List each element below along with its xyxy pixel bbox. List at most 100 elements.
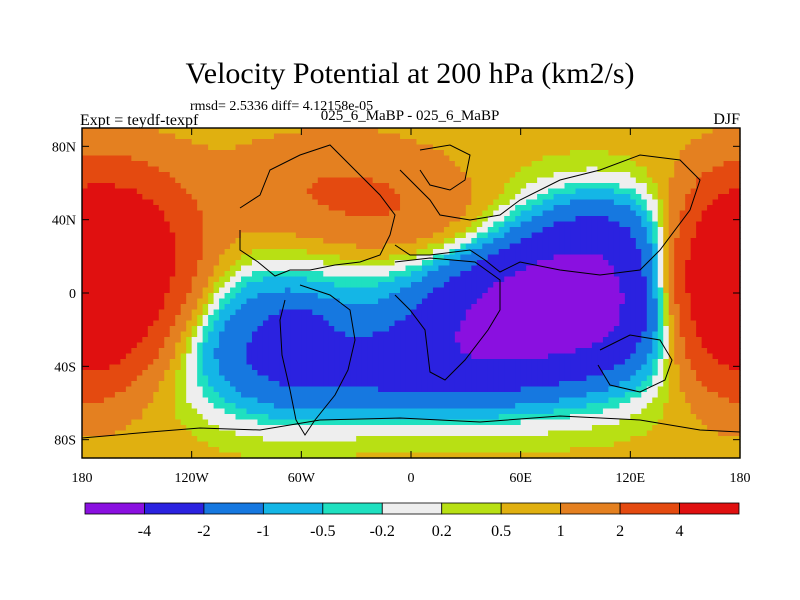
field-cell (690, 172, 697, 179)
field-cell (103, 293, 111, 300)
field-cell (372, 150, 379, 157)
field-cell (180, 144, 187, 151)
field-cell (657, 238, 664, 245)
field-cell (334, 166, 341, 173)
field-cell (663, 249, 670, 256)
field-cell (548, 150, 555, 157)
field-cell (394, 221, 401, 228)
field-cell (570, 298, 577, 305)
field-cell (120, 183, 127, 190)
field-cell (295, 331, 302, 338)
field-cell (180, 337, 187, 344)
field-cell (180, 320, 187, 327)
field-cell (383, 249, 390, 256)
field-cell (361, 331, 368, 338)
field-cell (361, 183, 368, 190)
field-cell (400, 161, 407, 168)
field-cell (559, 293, 566, 300)
field-cell (208, 172, 215, 179)
field-cell (531, 260, 538, 267)
field-cell (120, 205, 127, 212)
field-cell (674, 243, 681, 250)
field-cell (262, 309, 270, 316)
field-cell (427, 199, 434, 206)
field-cell (323, 287, 330, 294)
field-cell (619, 260, 626, 267)
field-cell (729, 183, 736, 190)
field-cell (619, 194, 626, 201)
field-cell (114, 238, 121, 245)
field-cell (553, 238, 560, 245)
field-cell (257, 320, 264, 327)
field-cell (367, 271, 374, 278)
field-cell (734, 172, 741, 179)
field-cell (498, 271, 505, 278)
field-cell (378, 144, 385, 151)
field-cell (334, 177, 341, 184)
field-cell (361, 298, 368, 305)
field-cell (591, 260, 599, 267)
field-cell (575, 331, 582, 338)
field-cell (624, 227, 631, 234)
field-cell (235, 139, 242, 146)
field-cell (520, 254, 527, 261)
field-cell (317, 210, 324, 217)
field-cell (602, 155, 609, 162)
field-cell (564, 342, 571, 349)
field-cell (273, 331, 280, 338)
field-cell (383, 276, 390, 283)
field-cell (180, 287, 187, 294)
field-cell (526, 216, 533, 223)
field-cell (641, 304, 648, 311)
field-cell (668, 309, 675, 316)
field-cell (520, 199, 527, 206)
field-cell (290, 271, 297, 278)
field-cell (548, 271, 555, 278)
field-cell (361, 128, 368, 135)
field-cell (679, 276, 686, 283)
field-cell (153, 205, 160, 212)
field-cell (723, 161, 730, 168)
field-cell (208, 348, 215, 355)
field-cell (164, 260, 171, 267)
field-cell (432, 331, 440, 338)
field-cell (498, 161, 505, 168)
field-cell (158, 210, 165, 217)
field-cell (526, 232, 533, 239)
field-cell (548, 320, 555, 327)
field-cell (471, 172, 478, 179)
field-cell (400, 188, 407, 195)
field-cell (498, 265, 505, 272)
field-cell (262, 348, 270, 355)
field-cell (443, 205, 450, 212)
field-cell (542, 309, 549, 316)
field-cell (109, 166, 116, 173)
field-cell (690, 188, 697, 195)
field-cell (197, 139, 204, 146)
field-cell (696, 271, 703, 278)
field-cell (646, 205, 653, 212)
field-cell (262, 249, 270, 256)
field-cell (520, 315, 527, 322)
field-cell (564, 293, 571, 300)
field-cell (487, 139, 494, 146)
field-cell (734, 210, 741, 217)
field-cell (295, 144, 302, 151)
field-cell (465, 260, 472, 267)
field-cell (619, 199, 626, 206)
field-cell (136, 139, 143, 146)
field-cell (328, 326, 335, 333)
field-cell (641, 210, 648, 217)
field-cell (570, 342, 577, 349)
field-cell (460, 276, 467, 283)
field-cell (389, 304, 396, 311)
field-cell (537, 260, 544, 267)
field-cell (389, 348, 396, 355)
field-cell (131, 265, 138, 272)
field-cell (416, 144, 423, 151)
field-cell (454, 254, 461, 261)
field-cell (394, 271, 401, 278)
field-cell (652, 128, 659, 135)
field-cell (246, 133, 253, 140)
field-cell (82, 188, 89, 195)
